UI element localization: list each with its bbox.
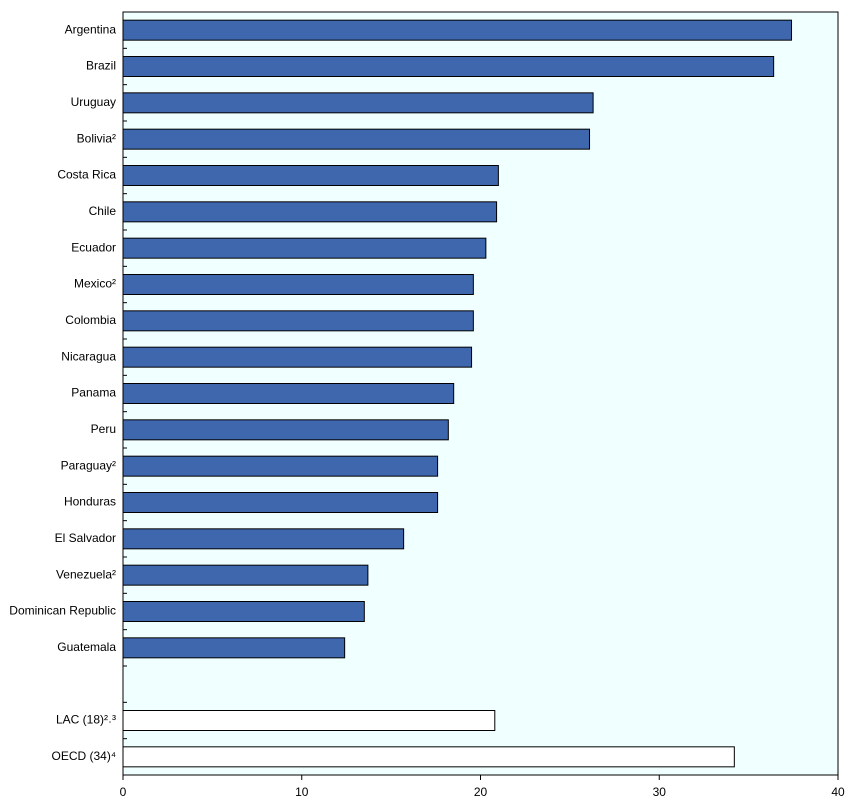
bar xyxy=(122,419,449,441)
bar xyxy=(122,564,369,586)
bar xyxy=(122,310,474,332)
bar xyxy=(122,128,591,150)
y-tick-label: Mexico² xyxy=(74,277,116,291)
y-tick-label: OECD (34)⁴ xyxy=(52,749,117,763)
y-tick-label: Nicaragua xyxy=(61,349,116,363)
y-tick-label: Honduras xyxy=(64,495,116,509)
x-tick-label: 0 xyxy=(120,785,127,799)
y-tick-label: Peru xyxy=(91,422,116,436)
bar xyxy=(122,383,455,404)
y-tick-label: Ecuador xyxy=(71,240,116,254)
bar xyxy=(122,201,498,223)
bar xyxy=(122,455,439,477)
y-tick-label: LAC (18)²˒³ xyxy=(56,713,116,727)
bar xyxy=(122,637,346,659)
y-tick-label: Guatemala xyxy=(57,640,116,654)
bar xyxy=(122,237,487,259)
y-tick-label: Argentina xyxy=(65,22,117,36)
y-tick-label: Dominican Republic xyxy=(9,604,116,618)
x-tick-label: 10 xyxy=(295,785,309,799)
y-tick-label: Uruguay xyxy=(71,95,116,109)
bar xyxy=(122,746,735,768)
y-tick-label: Panama xyxy=(71,386,116,400)
bar xyxy=(122,56,775,77)
x-tick-label: 30 xyxy=(653,785,667,799)
y-tick-label: Bolivia² xyxy=(77,131,116,145)
y-tick-label: Paraguay² xyxy=(61,458,116,472)
bar xyxy=(122,165,499,186)
bar xyxy=(122,492,439,513)
y-tick-label: Costa Rica xyxy=(57,168,116,182)
bar xyxy=(122,528,405,550)
bar xyxy=(122,92,594,114)
bar xyxy=(122,601,365,622)
x-tick-label: 20 xyxy=(474,785,488,799)
bar xyxy=(122,710,496,731)
bar xyxy=(122,19,793,41)
y-tick-label: Brazil xyxy=(86,59,116,73)
bar xyxy=(122,346,473,368)
y-tick-label: Venezuela² xyxy=(56,567,116,581)
bar xyxy=(122,274,474,295)
y-tick-label: Colombia xyxy=(65,313,116,327)
y-tick-label: Chile xyxy=(89,204,117,218)
y-tick-label: El Salvador xyxy=(55,531,116,545)
x-tick-label: 40 xyxy=(831,785,845,799)
